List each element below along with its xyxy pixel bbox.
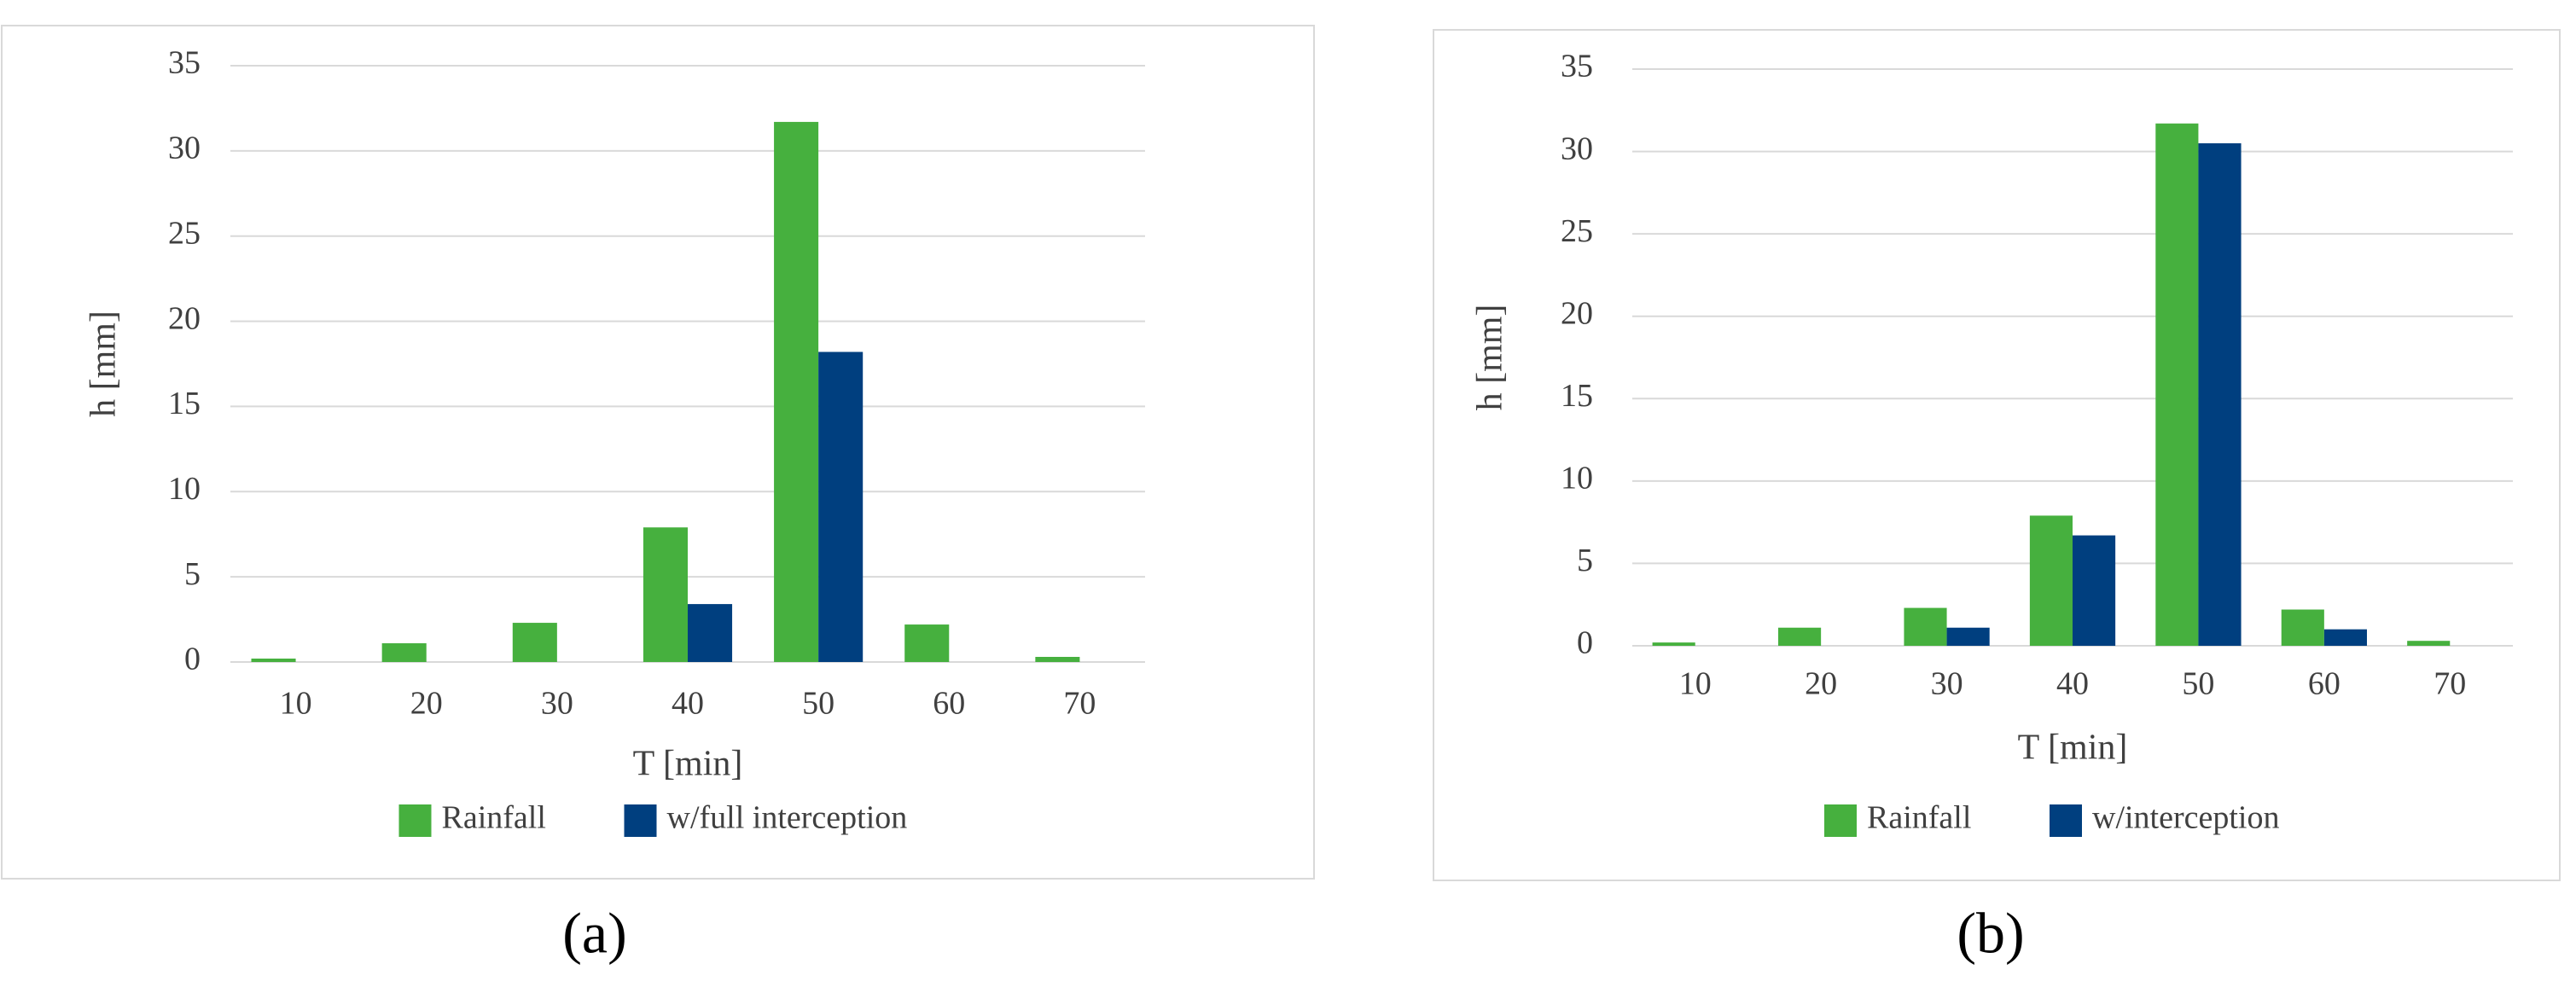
bar xyxy=(1652,642,1695,646)
y-axis-title: h [mm] xyxy=(84,311,124,417)
y-tick-label: 5 xyxy=(1577,543,1593,578)
y-tick-label: 35 xyxy=(168,45,201,81)
y-tick-label: 30 xyxy=(168,131,201,166)
legend-label: w/full interception xyxy=(667,800,908,836)
panel-label: (b) xyxy=(1957,901,2024,966)
bar xyxy=(2073,535,2116,646)
panel-label: (a) xyxy=(562,901,626,966)
y-tick-label: 10 xyxy=(168,471,201,507)
bar xyxy=(2323,629,2367,646)
y-tick-label: 5 xyxy=(184,556,201,592)
chart-frame xyxy=(1,25,1315,880)
bar xyxy=(381,643,427,662)
x-tick-label: 20 xyxy=(1805,666,1837,702)
x-tick-label: 50 xyxy=(802,686,834,722)
bar xyxy=(1904,607,1947,646)
y-tick-label: 25 xyxy=(1561,213,1593,249)
legend-label: w/interception xyxy=(2092,800,2279,836)
x-tick-label: 70 xyxy=(2434,666,2466,702)
y-tick-label: 0 xyxy=(184,642,201,677)
y-tick-label: 10 xyxy=(1561,461,1593,496)
bar xyxy=(1035,657,1080,662)
x-tick-label: 70 xyxy=(1063,686,1096,722)
x-tick-label: 40 xyxy=(672,686,704,722)
x-tick-label: 30 xyxy=(1931,666,1963,702)
y-tick-label: 0 xyxy=(1577,625,1593,661)
x-axis-title: T [min] xyxy=(2018,729,2128,768)
chart-frame xyxy=(1433,29,2561,881)
y-tick-label: 20 xyxy=(1561,295,1593,331)
legend-label: Rainfall xyxy=(1867,800,1971,836)
y-tick-label: 15 xyxy=(1561,378,1593,414)
legend-swatch xyxy=(2050,804,2082,837)
bar xyxy=(2029,515,2073,646)
legend-swatch xyxy=(624,804,657,837)
x-tick-label: 30 xyxy=(541,686,573,722)
x-tick-label: 50 xyxy=(2182,666,2214,702)
legend-swatch xyxy=(398,804,432,837)
x-tick-label: 40 xyxy=(2056,666,2089,702)
x-tick-label: 60 xyxy=(2308,666,2340,702)
x-tick-label: 10 xyxy=(1679,666,1712,702)
bar xyxy=(2155,123,2199,647)
y-tick-label: 35 xyxy=(1561,49,1593,84)
x-tick-label: 10 xyxy=(280,686,312,722)
x-tick-label: 20 xyxy=(410,686,443,722)
legend-label: Rainfall xyxy=(442,800,546,836)
bar xyxy=(2281,609,2324,646)
bar xyxy=(1946,627,1990,646)
y-tick-label: 25 xyxy=(168,215,201,251)
bar xyxy=(2198,142,2242,646)
bar xyxy=(251,659,296,662)
y-axis-title: h [mm] xyxy=(1471,305,1510,411)
y-tick-label: 30 xyxy=(1561,131,1593,166)
x-axis-title: T [min] xyxy=(633,745,743,784)
bar xyxy=(818,351,864,662)
y-tick-label: 15 xyxy=(168,386,201,421)
bar xyxy=(512,623,557,662)
legend-swatch xyxy=(1824,804,1857,837)
bar xyxy=(904,624,950,662)
bar xyxy=(2407,641,2451,646)
bar xyxy=(643,527,688,662)
y-tick-label: 20 xyxy=(168,300,201,336)
bar xyxy=(774,121,819,663)
bar xyxy=(1778,627,1822,646)
bar xyxy=(688,604,733,662)
x-tick-label: 60 xyxy=(933,686,965,722)
